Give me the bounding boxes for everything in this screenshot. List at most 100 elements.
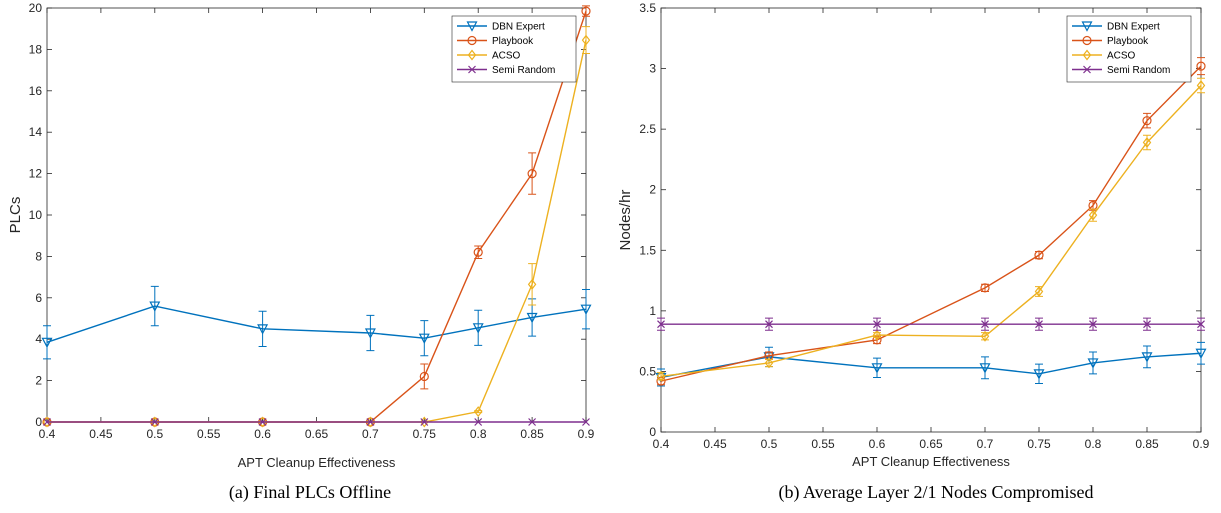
dbn-expert-marker [466,21,478,32]
acso-marker [872,329,882,341]
semi-random-marker [1035,320,1043,329]
y-tick-label: 1 [649,304,656,318]
x-tick-label: 0.75 [1027,437,1051,451]
legend-label-playbook: Playbook [492,36,534,47]
semi-random-marker [43,418,51,426]
semi-random-marker [1083,65,1091,74]
chart-panel-b: 0.4 0.45 0.5 0.55 0.6 0.65 0.7 0.75 0.8 0.85 0.9 0 0… [617,1,1210,503]
semi-random-marker [366,418,375,426]
acso-marker [467,49,477,61]
playbook-marker [1082,35,1092,46]
dbn-expert-marker [418,333,430,344]
x-tick-label: 0.55 [197,427,221,441]
legend: DBN Expert Playbook ACSO Semi Random [451,15,577,83]
legend-label-semi-random: Semi Random [1107,65,1170,76]
acso-marker [1034,285,1044,297]
x-tick-label: 0.65 [305,427,329,441]
playbook-error-bar [420,363,429,390]
chart-panel-a: 0.4 0.45 0.5 0.55 0.6 0.65 0.7 0.75 0.8 0.85 0.9 0 2… [7,1,595,503]
legend-label-dbn-expert: DBN Expert [492,22,545,33]
playbook-marker [1142,116,1152,126]
y-tick-label: 1.5 [639,243,656,257]
semi-random-marker [1089,320,1097,329]
acso-marker [473,406,483,418]
y-tick-label: 20 [29,1,43,15]
x-tick-label: 0.7 [362,427,379,441]
y-tick-label: 0.5 [639,364,656,378]
x-tick-label: 0.9 [578,427,595,441]
dbn-expert-marker [257,324,269,335]
series-semi-random [43,418,590,426]
dbn-expert-marker [149,301,161,312]
series-dbn-expert [41,285,592,360]
dbn-expert-marker [472,323,484,334]
acso-marker [1082,49,1092,61]
x-tick-label: 0.4 [39,427,56,441]
y-tick-label: 4 [35,332,42,346]
x-tick-label: 0.6 [869,437,886,451]
semi-random-marker [981,320,989,329]
dbn-expert-marker [41,337,53,349]
legend-label-playbook: Playbook [1107,36,1149,47]
x-axis-label: APT Cleanup Effectiveness [852,454,1010,469]
dbn-expert-error-bar [981,356,989,380]
dbn-expert-marker [1087,358,1099,369]
series-playbook [656,57,1206,386]
y-tick-label: 16 [29,84,43,98]
dbn-expert-marker [1033,369,1045,380]
acso-marker [1142,136,1152,148]
dbn-expert-error-bar [1035,363,1043,385]
y-tick-label: 2.5 [639,122,656,136]
dbn-expert-error-bar [150,285,159,327]
dbn-expert-marker [979,363,991,374]
figure-caption: (b) Average Layer 2/1 Nodes Compromised [778,482,1093,503]
x-tick-label: 0.6 [254,427,271,441]
y-tick-label: 0 [649,425,656,439]
y-tick-label: 3.5 [639,1,656,15]
semi-random-marker [582,418,590,426]
dbn-expert-marker [1141,352,1153,363]
playbook-error-bar [528,152,537,195]
x-tick-label: 0.5 [761,437,778,451]
acso-marker [1088,209,1098,221]
dbn-expert-line [46,305,587,343]
x-tick-label: 0.45 [89,427,113,441]
x-tick-label: 0.5 [146,427,163,441]
dbn-expert-marker [526,312,538,324]
playbook-marker [419,371,429,382]
acso-marker [980,330,990,342]
acso-error-bar [528,263,537,306]
y-tick-label: 10 [29,208,43,222]
dbn-expert-error-bar [1143,345,1151,369]
dbn-expert-error-bar [474,309,483,346]
acso-error-bar [582,26,590,55]
x-tick-label: 0.85 [1135,437,1159,451]
y-tick-label: 3 [649,62,656,76]
semi-random-marker [765,320,773,329]
dbn-expert-marker [580,304,592,315]
semi-random-marker [528,418,537,426]
dbn-expert-error-bar [366,314,375,352]
playbook-marker [467,35,477,46]
playbook-marker [1196,61,1206,71]
semi-random-marker [1197,320,1205,329]
playbook-error-bar [1197,57,1205,76]
semi-random-marker [420,418,429,426]
legend-label-dbn-expert: DBN Expert [1107,22,1160,33]
semi-random-marker [873,320,881,329]
semi-random-marker [258,418,267,426]
y-tick-label: 18 [29,42,43,56]
acso-marker [1196,80,1206,92]
dbn-expert-error-bar [420,320,429,357]
x-tick-label: 0.65 [919,437,943,451]
acso-error-bar [873,332,881,339]
y-tick-label: 8 [35,249,42,263]
dbn-expert-error-bar [582,289,590,330]
playbook-line [660,65,1202,382]
x-tick-label: 0.8 [1085,437,1102,451]
y-tick-label: 12 [29,167,43,181]
y-tick-label: 6 [35,291,42,305]
x-tick-label: 0.9 [1193,437,1210,451]
playbook-marker [473,247,483,257]
